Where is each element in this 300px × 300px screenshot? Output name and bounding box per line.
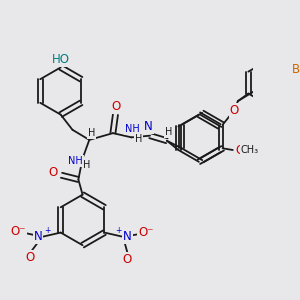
Text: N: N (34, 230, 42, 243)
Text: CH₃: CH₃ (241, 145, 259, 155)
Text: H: H (165, 127, 172, 137)
Text: +: + (44, 226, 50, 236)
Text: H: H (134, 134, 142, 144)
Text: Br: Br (292, 64, 300, 76)
Text: O⁻: O⁻ (138, 226, 154, 239)
Text: O: O (112, 100, 121, 113)
Text: N: N (123, 230, 132, 243)
Text: +: + (116, 226, 122, 236)
Text: H: H (88, 128, 95, 138)
Text: O: O (49, 166, 58, 179)
Text: O: O (123, 253, 132, 266)
Text: HO: HO (52, 53, 70, 66)
Text: O: O (26, 250, 35, 263)
Text: O: O (235, 143, 244, 157)
Text: O: O (230, 104, 239, 117)
Text: NH: NH (68, 156, 83, 166)
Text: NH: NH (125, 124, 140, 134)
Text: N: N (144, 120, 153, 133)
Text: H: H (83, 160, 91, 170)
Text: O⁻: O⁻ (11, 225, 26, 238)
